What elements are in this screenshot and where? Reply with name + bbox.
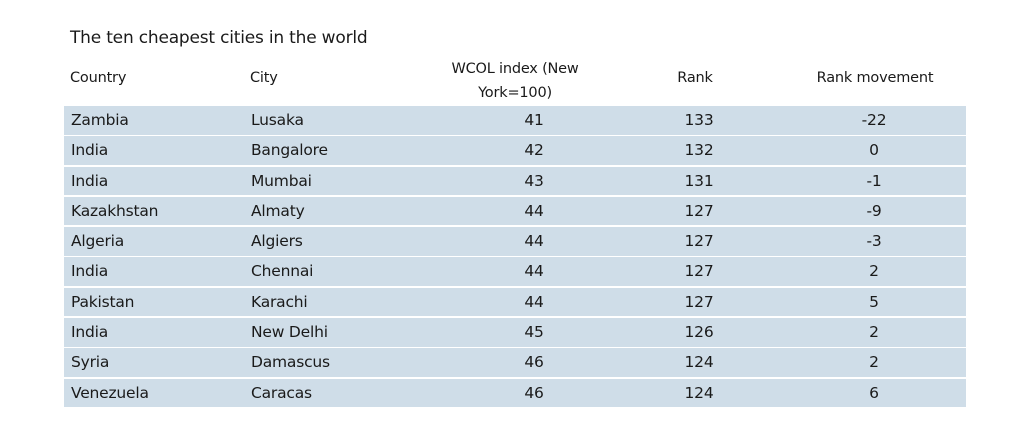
- cell-rank: 124: [684, 353, 714, 372]
- cell-country: Venezuela: [71, 383, 149, 402]
- column-header-city: City: [250, 70, 278, 86]
- cell-wcol-index: 45: [524, 323, 544, 342]
- cell-rank: 132: [684, 141, 714, 160]
- column-header-wcol-index-line1: WCOL index (New: [451, 61, 579, 77]
- cell-wcol-index: 41: [524, 111, 544, 129]
- cell-country: India: [71, 141, 109, 160]
- table-row: India Mumbai 43 131 -1: [64, 166, 966, 196]
- cell-rank-movement: -22: [861, 111, 887, 129]
- table-row: India New Delhi 45 126 2: [64, 318, 966, 347]
- cell-city: Algiers: [251, 232, 303, 251]
- column-header-country: Country: [70, 70, 127, 86]
- cell-country: Algeria: [71, 232, 125, 251]
- cell-rank: 127: [684, 232, 714, 251]
- cell-country: India: [71, 262, 109, 281]
- cell-country: India: [71, 171, 109, 190]
- cell-rank-movement: -1: [866, 171, 882, 190]
- cell-rank: 131: [684, 171, 714, 190]
- cell-wcol-index: 44: [524, 262, 544, 281]
- cell-rank-movement: -9: [866, 201, 882, 220]
- cell-rank-movement: -3: [866, 232, 882, 251]
- column-header-rank-movement: Rank movement: [816, 70, 934, 86]
- cell-wcol-index: 44: [524, 201, 544, 220]
- cell-rank-movement: 5: [869, 292, 879, 311]
- cell-city: Mumbai: [251, 171, 312, 190]
- table-row: Kazakhstan Almaty 44 127 -9: [64, 196, 966, 226]
- cell-wcol-index: 42: [524, 141, 544, 160]
- column-header-wcol-index-line2: York=100): [478, 85, 552, 101]
- table-row: Algeria Algiers 44 127 -3: [64, 227, 966, 256]
- table-row: Zambia Lusaka 41 133 -22: [64, 106, 966, 135]
- column-header-wcol-index: WCOL index (New York=100): [440, 57, 590, 105]
- table-row: India Chennai 44 127 2: [64, 257, 966, 286]
- cell-city: Almaty: [251, 201, 305, 220]
- table-title: The ten cheapest cities in the world: [70, 28, 368, 48]
- cell-rank-movement: 6: [869, 383, 879, 402]
- cell-rank: 126: [684, 323, 714, 342]
- cell-rank: 127: [684, 262, 714, 281]
- cell-rank-movement: 2: [869, 323, 879, 342]
- table-row: India Bangalore 42 132 0: [64, 136, 966, 165]
- cell-country: Kazakhstan: [71, 201, 159, 220]
- cell-country: Pakistan: [71, 292, 135, 311]
- cell-city: Karachi: [251, 292, 308, 311]
- cell-rank: 124: [684, 383, 714, 402]
- cell-rank-movement: 2: [869, 262, 879, 281]
- table-row: Pakistan Karachi 44 127 5: [64, 287, 966, 317]
- cell-country: Syria: [71, 353, 110, 372]
- cell-country: Zambia: [71, 111, 129, 129]
- cell-wcol-index: 46: [524, 353, 544, 372]
- cell-country: India: [71, 323, 109, 342]
- cell-city: Caracas: [251, 383, 312, 402]
- cell-rank-movement: 0: [869, 141, 879, 160]
- cell-city: Bangalore: [251, 141, 328, 160]
- cell-city: New Delhi: [251, 323, 328, 342]
- cell-rank: 127: [684, 201, 714, 220]
- cell-wcol-index: 44: [524, 292, 544, 311]
- cell-city: Chennai: [251, 262, 314, 281]
- cell-rank: 133: [684, 111, 714, 129]
- cell-rank: 127: [684, 292, 714, 311]
- column-header-rank: Rank: [677, 70, 713, 86]
- cell-wcol-index: 43: [524, 171, 544, 190]
- cell-city: Damascus: [251, 353, 330, 372]
- cell-rank-movement: 2: [869, 353, 879, 372]
- table-row: Syria Damascus 46 124 2: [64, 348, 966, 377]
- cell-wcol-index: 44: [524, 232, 544, 251]
- cell-city: Lusaka: [251, 111, 304, 129]
- table-row: Venezuela Caracas 46 124 6: [64, 378, 966, 408]
- cell-wcol-index: 46: [524, 383, 544, 402]
- cities-table: Zambia Lusaka 41 133 -22 India Bangalore…: [64, 106, 966, 409]
